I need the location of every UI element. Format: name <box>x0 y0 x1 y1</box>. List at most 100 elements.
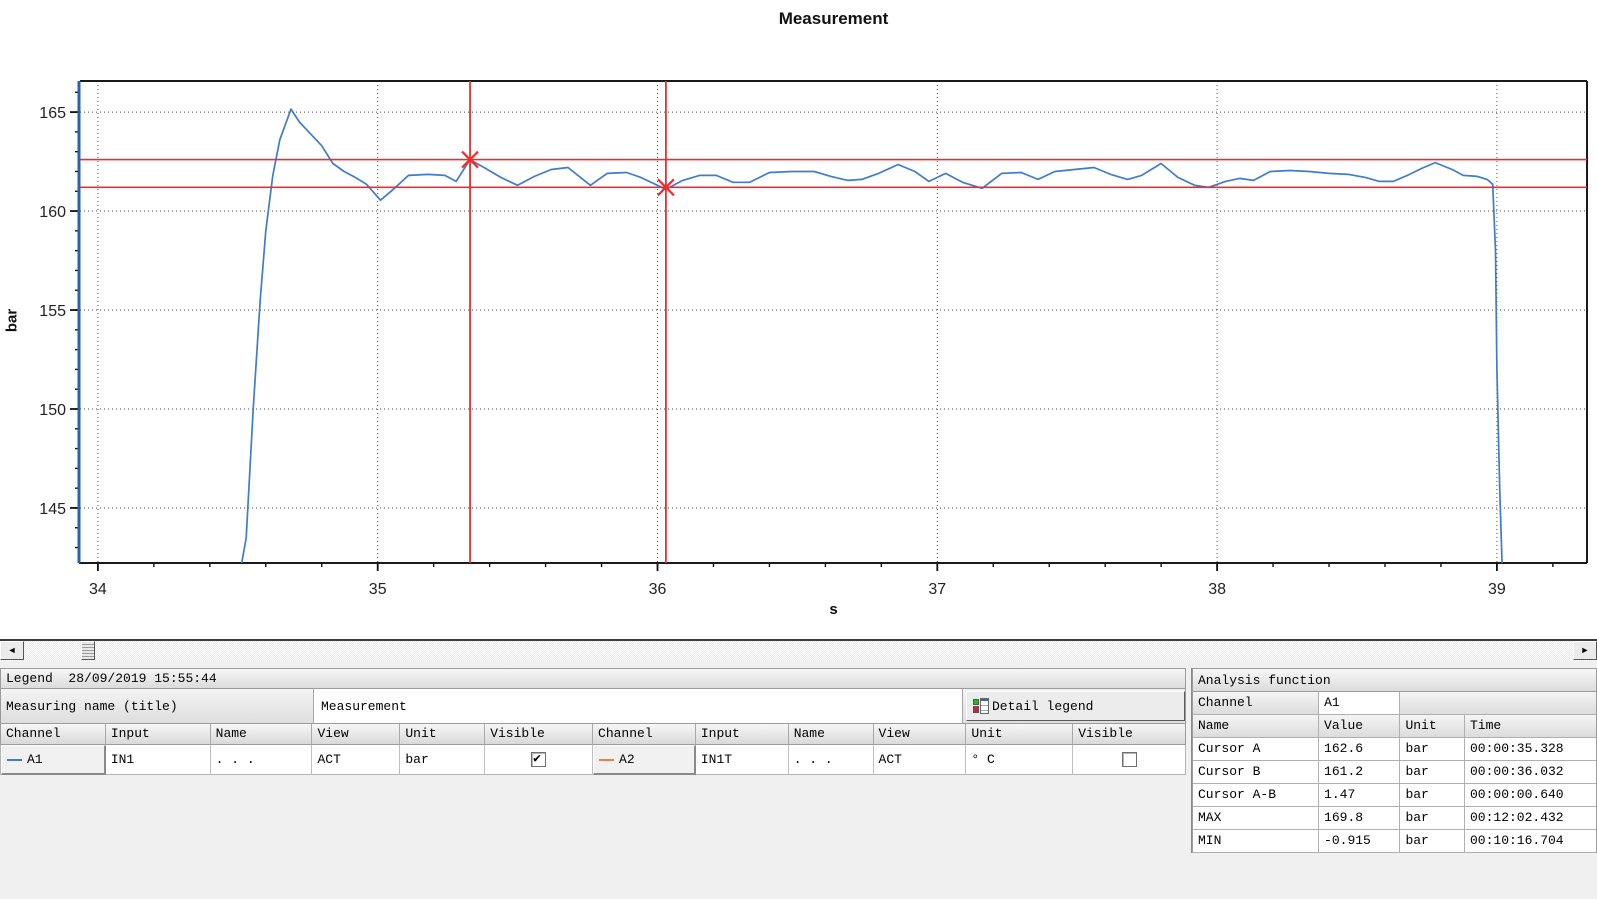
detail-legend-button[interactable]: Detail legend <box>966 691 1185 721</box>
channel-a1-visible-checkbox[interactable] <box>531 751 547 767</box>
y-tick-label: 160 <box>39 204 66 221</box>
min-time: 00:10:16.704 <box>1464 830 1596 853</box>
channel-a1-input: IN1 <box>105 745 211 775</box>
channel-a1-name: . . . <box>210 745 313 775</box>
legend-header-label: Legend <box>6 671 53 686</box>
analysis-col-name: Name <box>1193 715 1320 738</box>
col-channel-2: Channel <box>593 724 696 745</box>
horizontal-scrollbar[interactable]: ◄ ► <box>0 641 1597 661</box>
cursor-ab-time: 00:00:00.640 <box>1464 784 1596 807</box>
col-name-1: Name <box>210 724 313 745</box>
y-tick-label: 150 <box>39 402 66 419</box>
measurement-chart[interactable]: 34 35 36 37 38 39 145 150 155 160 165 <box>0 0 1597 639</box>
max-time: 00:12:02.432 <box>1464 807 1596 830</box>
channel-a2-view: ACT <box>873 745 967 775</box>
cursor-a-unit: bar <box>1400 738 1465 761</box>
channel-a1-label: A1 <box>27 752 43 767</box>
cursor-ab-value: 1.47 <box>1319 784 1401 807</box>
col-visible-1: Visible <box>485 724 594 745</box>
analysis-col-value: Value <box>1319 715 1401 738</box>
col-unit-1: Unit <box>400 724 486 745</box>
col-view-2: View <box>873 724 967 745</box>
cursor-a-time: 00:00:35.328 <box>1464 738 1596 761</box>
measuring-name-input[interactable]: Measurement <box>314 689 963 723</box>
min-value: -0.915 <box>1319 830 1401 853</box>
col-input-2: Input <box>695 724 789 745</box>
legend-column-header-row: Channel Input Name View Unit Visible Cha… <box>0 724 1186 745</box>
cursor-b-marker[interactable] <box>657 178 675 197</box>
analysis-function-panel: Analysis function Channel A1 Name Value … <box>1191 668 1597 853</box>
analysis-channel-value[interactable]: A1 <box>1319 692 1401 715</box>
legend-channel-row: A1 IN1 . . . ACT bar A2 IN1T . . . ACT °… <box>0 745 1186 775</box>
channel-a2-label: A2 <box>619 752 635 767</box>
y-axis-label: bar <box>3 308 21 333</box>
y-tick-label: 155 <box>39 303 66 320</box>
x-tick-label: 36 <box>649 581 667 598</box>
x-tick-label: 39 <box>1488 581 1506 598</box>
channel-a2-visible-cell <box>1073 745 1185 775</box>
channel-a2-input: IN1T <box>695 745 789 775</box>
legend-header-datetime: 28/09/2019 15:55:44 <box>68 671 217 686</box>
x-tick-label: 38 <box>1208 581 1226 598</box>
channel-a1-visible-cell <box>485 745 594 775</box>
analysis-row-cursor-b: Cursor B 161.2 bar 00:00:36.032 <box>1192 761 1597 784</box>
x-tick-label: 37 <box>928 581 946 598</box>
analysis-channel-row: Channel A1 <box>1192 692 1597 715</box>
channel-a1-line-swatch <box>7 758 22 761</box>
detail-legend-button-label: Detail legend <box>992 698 1094 714</box>
measuring-name-row: Measuring name (title) Measurement Detai… <box>0 689 1186 724</box>
legend-panel-header: Legend 28/09/2019 15:55:44 <box>0 668 1186 689</box>
analysis-channel-label: Channel <box>1193 692 1320 715</box>
analysis-column-header-row: Name Value Unit Time <box>1192 715 1597 738</box>
x-tick-label: 34 <box>89 581 107 598</box>
col-view-1: View <box>312 724 401 745</box>
scroll-left-button[interactable]: ◄ <box>0 641 24 660</box>
x-axis-label: s <box>829 601 838 618</box>
channel-a2-unit: ° C <box>966 745 1074 775</box>
scroll-right-button[interactable]: ► <box>1573 641 1597 660</box>
max-value: 169.8 <box>1319 807 1401 830</box>
analysis-col-unit: Unit <box>1400 715 1465 738</box>
cursor-b-value: 161.2 <box>1319 761 1401 784</box>
analysis-row-cursor-a: Cursor A 162.6 bar 00:00:35.328 <box>1192 738 1597 761</box>
scroll-right-icon: ► <box>1580 645 1590 655</box>
cursor-b-name: Cursor B <box>1193 761 1320 784</box>
channel-a2-button[interactable]: A2 <box>593 745 696 775</box>
cursor-a-value: 162.6 <box>1319 738 1401 761</box>
scrollbar-thumb[interactable] <box>81 641 95 660</box>
cursor-ab-name: Cursor A-B <box>1193 784 1320 807</box>
detail-legend-icon <box>973 698 990 714</box>
col-input-1: Input <box>105 724 211 745</box>
cursor-a-name: Cursor A <box>1193 738 1320 761</box>
channel-a2-name: . . . <box>788 745 874 775</box>
trace-A1 <box>240 108 1503 563</box>
channel-a2-visible-checkbox[interactable] <box>1121 752 1137 767</box>
col-channel-1: Channel <box>1 724 106 745</box>
scroll-left-icon: ◄ <box>7 645 17 655</box>
cursor-ab-unit: bar <box>1400 784 1465 807</box>
measuring-name-label: Measuring name (title) <box>1 689 314 723</box>
y-tick-label: 165 <box>39 105 66 122</box>
chart-title: Measurement <box>778 9 889 28</box>
col-unit-2: Unit <box>966 724 1074 745</box>
min-unit: bar <box>1400 830 1465 853</box>
legend-panel: Legend 28/09/2019 15:55:44 Measuring nam… <box>0 668 1186 775</box>
min-name: MIN <box>1193 830 1320 853</box>
analysis-row-min: MIN -0.915 bar 00:10:16.704 <box>1192 830 1597 853</box>
channel-a2-line-swatch <box>599 758 615 761</box>
x-tick-label: 35 <box>369 581 387 598</box>
analysis-col-time: Time <box>1464 715 1596 738</box>
analysis-panel-header: Analysis function <box>1192 668 1597 692</box>
y-tick-label: 145 <box>39 501 66 518</box>
channel-a1-view: ACT <box>312 745 401 775</box>
cursor-b-unit: bar <box>1400 761 1465 784</box>
analysis-row-max: MAX 169.8 bar 00:12:02.432 <box>1192 807 1597 830</box>
col-visible-2: Visible <box>1073 724 1186 745</box>
col-name-2: Name <box>788 724 874 745</box>
max-unit: bar <box>1400 807 1465 830</box>
cursor-a-marker[interactable] <box>461 150 479 169</box>
analysis-row-cursor-ab: Cursor A-B 1.47 bar 00:00:00.640 <box>1192 784 1597 807</box>
channel-a1-button[interactable]: A1 <box>1 745 106 775</box>
channel-a1-unit: bar <box>400 745 486 775</box>
